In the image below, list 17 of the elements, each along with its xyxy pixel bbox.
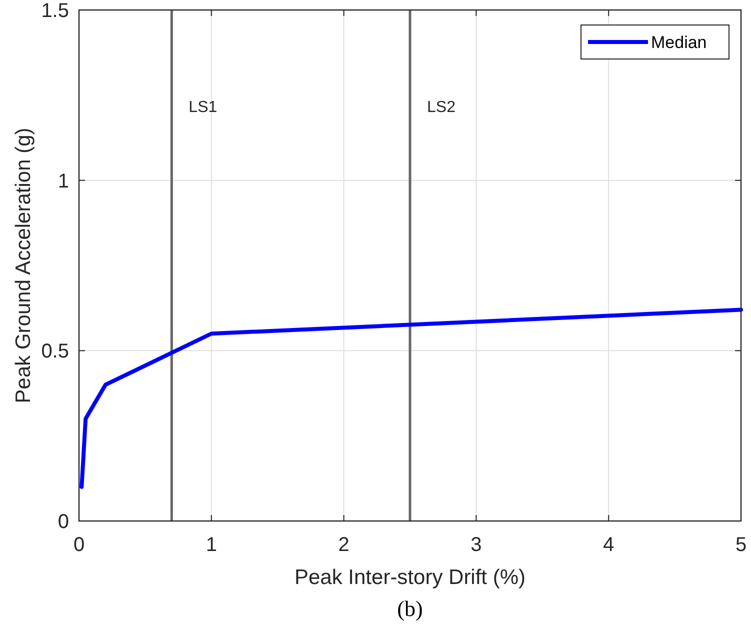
x-tick-label: 5 [735,534,747,556]
line-series [80,308,743,489]
ref-line-label: LS2 [427,99,456,116]
text: (b) [397,596,423,621]
y-tick-label: 0 [58,511,69,533]
x-tick-label: 1 [206,534,217,556]
y-axis-title: Peak Ground Acceleration (g) [12,128,35,404]
y-tick-label: 0.5 [41,340,69,363]
x-tick-label: 0 [73,534,85,556]
y-tick-label: 1 [58,170,69,192]
x-axis-title: Peak Inter-story Drift (%) [294,566,526,589]
ref-line-label: LS1 [188,99,218,116]
legend-label: Median [651,33,707,52]
x-tick-label: 3 [470,534,482,556]
y-tick-label: 1.5 [41,0,69,22]
x-tick-label: 4 [603,534,614,556]
x-tick-label: 2 [338,534,350,556]
